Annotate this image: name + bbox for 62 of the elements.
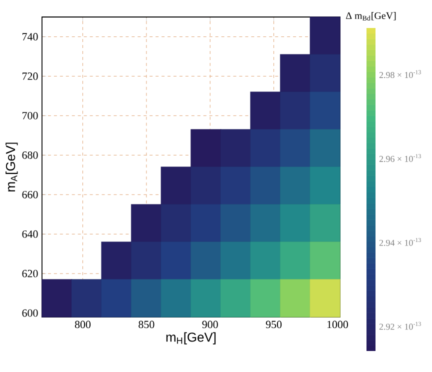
y-tick-label: 660 bbox=[22, 190, 38, 198]
point bbox=[160, 166, 192, 205]
point bbox=[250, 129, 281, 168]
point bbox=[71, 279, 102, 318]
point bbox=[250, 242, 281, 280]
point bbox=[131, 204, 162, 242]
x-axis-title: m$_{H}$[GeV] bbox=[166, 332, 216, 344]
point bbox=[250, 166, 281, 205]
point bbox=[131, 279, 162, 318]
point bbox=[280, 279, 311, 318]
color-bar-label: 2.98 × 10$^{-13}$ bbox=[379, 70, 421, 78]
y-axis-title: m$_{A}$[GeV] bbox=[6, 142, 18, 192]
point bbox=[220, 129, 251, 168]
point bbox=[280, 92, 311, 130]
point bbox=[310, 242, 340, 280]
point bbox=[250, 279, 281, 318]
x-tick-label: 950 bbox=[266, 320, 282, 328]
point bbox=[310, 16, 340, 55]
point bbox=[160, 242, 192, 280]
y-tick-label: 600 bbox=[22, 309, 38, 317]
point bbox=[220, 242, 251, 280]
x-tick-label: 850 bbox=[138, 320, 154, 328]
point bbox=[190, 166, 222, 205]
point bbox=[310, 204, 340, 242]
point bbox=[220, 279, 251, 318]
y-tick-label: 620 bbox=[22, 270, 38, 278]
x-tick-label: 1000 bbox=[327, 320, 348, 328]
point bbox=[280, 166, 311, 205]
point bbox=[310, 129, 340, 168]
point bbox=[310, 92, 340, 130]
color-bar-label: 2.96 × 10$^{-13}$ bbox=[379, 154, 421, 162]
point bbox=[280, 54, 311, 92]
point bbox=[310, 279, 340, 318]
point bbox=[160, 204, 192, 242]
point bbox=[190, 204, 222, 242]
point bbox=[42, 279, 72, 318]
point bbox=[101, 242, 132, 280]
color-bar-label: 2.94 × 10$^{-13}$ bbox=[379, 238, 421, 246]
point bbox=[250, 92, 281, 130]
point bbox=[101, 279, 132, 318]
y-tick-label: 700 bbox=[22, 112, 38, 120]
point bbox=[190, 242, 222, 280]
y-tick-label: 680 bbox=[22, 151, 38, 159]
color-bar-title: Δ m$_{Bd}$[GeV] bbox=[346, 12, 396, 20]
point bbox=[280, 204, 311, 242]
point bbox=[220, 204, 251, 242]
point bbox=[190, 279, 222, 318]
point bbox=[160, 279, 192, 318]
point bbox=[310, 54, 340, 92]
point bbox=[220, 166, 251, 205]
point bbox=[310, 166, 340, 205]
point bbox=[280, 129, 311, 168]
color-bar-label: 2.92 × 10$^{-13}$ bbox=[379, 322, 421, 330]
y-tick-label: 640 bbox=[22, 230, 38, 238]
point bbox=[250, 204, 281, 242]
point bbox=[131, 242, 162, 280]
point bbox=[280, 242, 311, 280]
y-tick-label: 740 bbox=[22, 33, 38, 40]
x-tick-label: 800 bbox=[74, 320, 91, 328]
x-tick-label: 900 bbox=[202, 320, 218, 328]
point bbox=[190, 129, 222, 168]
y-tick-label: 720 bbox=[22, 72, 38, 80]
